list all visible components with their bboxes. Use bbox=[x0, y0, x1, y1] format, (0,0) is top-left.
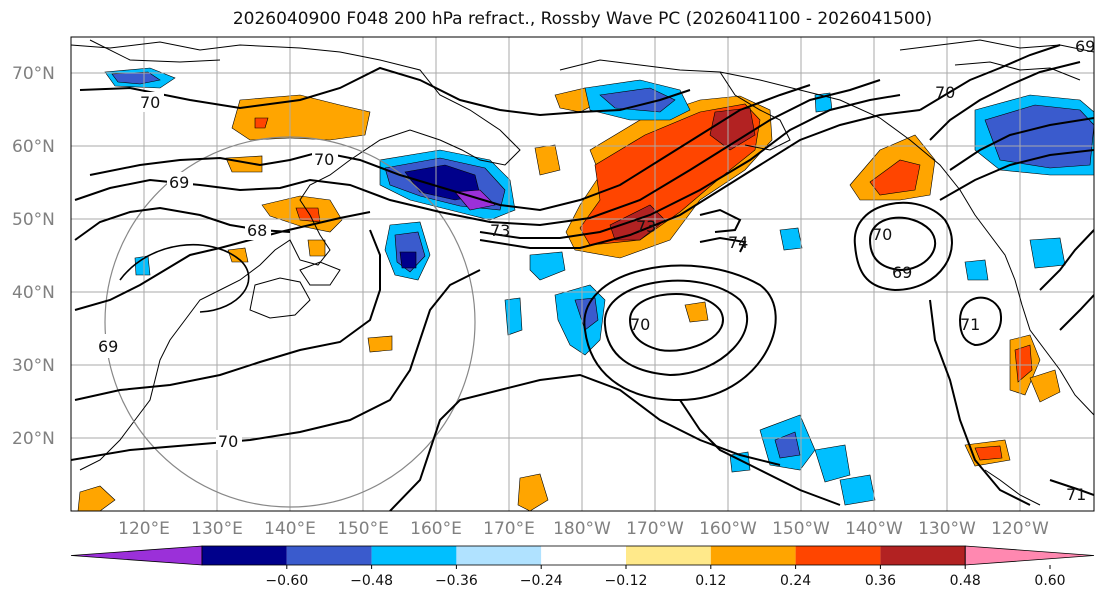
contour-labels: 70 70 69 68 69 70 73 73 74 70 69 70 70 7… bbox=[94, 37, 1095, 504]
colorbar-tick-label: 0.12 bbox=[695, 573, 726, 589]
contour-label: 71 bbox=[960, 315, 980, 334]
colorbar-tick-label: 0.24 bbox=[780, 573, 811, 589]
lon-label: 180°W bbox=[553, 519, 611, 539]
colorbar-segment bbox=[541, 546, 626, 565]
contour-line-dashed bbox=[119, 243, 250, 313]
coastlines bbox=[71, 39, 1094, 506]
colorbar-tick-label: −0.36 bbox=[435, 573, 478, 589]
contour-label: 70 bbox=[314, 150, 334, 169]
contour-label: 70 bbox=[218, 432, 238, 451]
lat-label: 40°N bbox=[12, 283, 55, 303]
contour-label: 70 bbox=[872, 225, 892, 244]
lat-label: 20°N bbox=[12, 429, 55, 449]
colorbar-segment bbox=[70, 545, 203, 566]
lon-label: 140°E bbox=[264, 519, 316, 539]
lon-label: 150°E bbox=[337, 519, 389, 539]
colorbar-tick-label: −0.12 bbox=[605, 573, 648, 589]
longitude-labels: 120°E 130°E 140°E 150°E 160°E 170°E 180°… bbox=[118, 519, 1049, 539]
lat-label: 70°N bbox=[12, 64, 55, 84]
contour-label: 69 bbox=[169, 173, 189, 192]
lat-label: 50°N bbox=[12, 210, 55, 230]
colorbar-segment bbox=[371, 546, 457, 565]
lon-label: 130°W bbox=[918, 519, 976, 539]
contour-label: 73 bbox=[636, 217, 656, 236]
contour-label: 69 bbox=[1075, 37, 1095, 56]
lon-label: 140°W bbox=[845, 519, 903, 539]
lat-label: 60°N bbox=[12, 137, 55, 157]
contour-label: 68 bbox=[247, 221, 267, 240]
contour-label: 69 bbox=[892, 263, 912, 282]
colorbar-segment bbox=[710, 546, 796, 565]
lon-label: 160°E bbox=[410, 519, 462, 539]
contour-label: 70 bbox=[630, 315, 650, 334]
colorbar-segment bbox=[795, 546, 881, 565]
lat-label: 30°N bbox=[12, 356, 55, 376]
lon-label: 130°E bbox=[191, 519, 243, 539]
lon-label: 170°W bbox=[626, 519, 684, 539]
contour-label: 71 bbox=[1066, 485, 1086, 504]
colorbar-tick-label: −0.24 bbox=[520, 573, 563, 589]
colorbar-border bbox=[201, 545, 966, 566]
contour-label: 74 bbox=[728, 233, 748, 252]
contour-label: 70 bbox=[140, 93, 160, 112]
colorbar-tick-label: 0.36 bbox=[865, 573, 896, 589]
colorbar-segment bbox=[286, 546, 372, 565]
colorbar-tick-label: 0.60 bbox=[1034, 573, 1065, 589]
lon-label: 120°W bbox=[991, 519, 1049, 539]
lon-label: 170°E bbox=[483, 519, 535, 539]
map-frame bbox=[70, 36, 1095, 512]
lon-label: 120°E bbox=[118, 519, 170, 539]
colorbar-segment bbox=[456, 546, 542, 565]
colorbar-tick-label: −0.60 bbox=[265, 573, 308, 589]
colorbar-segment bbox=[964, 545, 1095, 566]
map-title: 2026040900 F048 200 hPa refract., Rossby… bbox=[232, 9, 933, 29]
lon-label: 160°W bbox=[699, 519, 757, 539]
colorbar-segment bbox=[880, 546, 966, 565]
colorbar: −0.60 −0.48 −0.36 −0.24 −0.12 0.12 0.24 0.36 0.4… bbox=[70, 545, 1095, 589]
colorbar-tick-label: 0.48 bbox=[950, 573, 981, 589]
colorbar-tick-label: −0.48 bbox=[350, 573, 393, 589]
contour-label: 73 bbox=[490, 221, 510, 240]
contour-label: 69 bbox=[98, 337, 118, 356]
colorbar-segment bbox=[626, 546, 711, 565]
contour-label: 70 bbox=[935, 83, 955, 102]
colorbar-segment bbox=[202, 546, 287, 565]
radius-circle bbox=[104, 136, 476, 508]
latitude-labels: 70°N 60°N 50°N 40°N 30°N 20°N bbox=[12, 64, 55, 449]
lon-label: 150°W bbox=[772, 519, 830, 539]
